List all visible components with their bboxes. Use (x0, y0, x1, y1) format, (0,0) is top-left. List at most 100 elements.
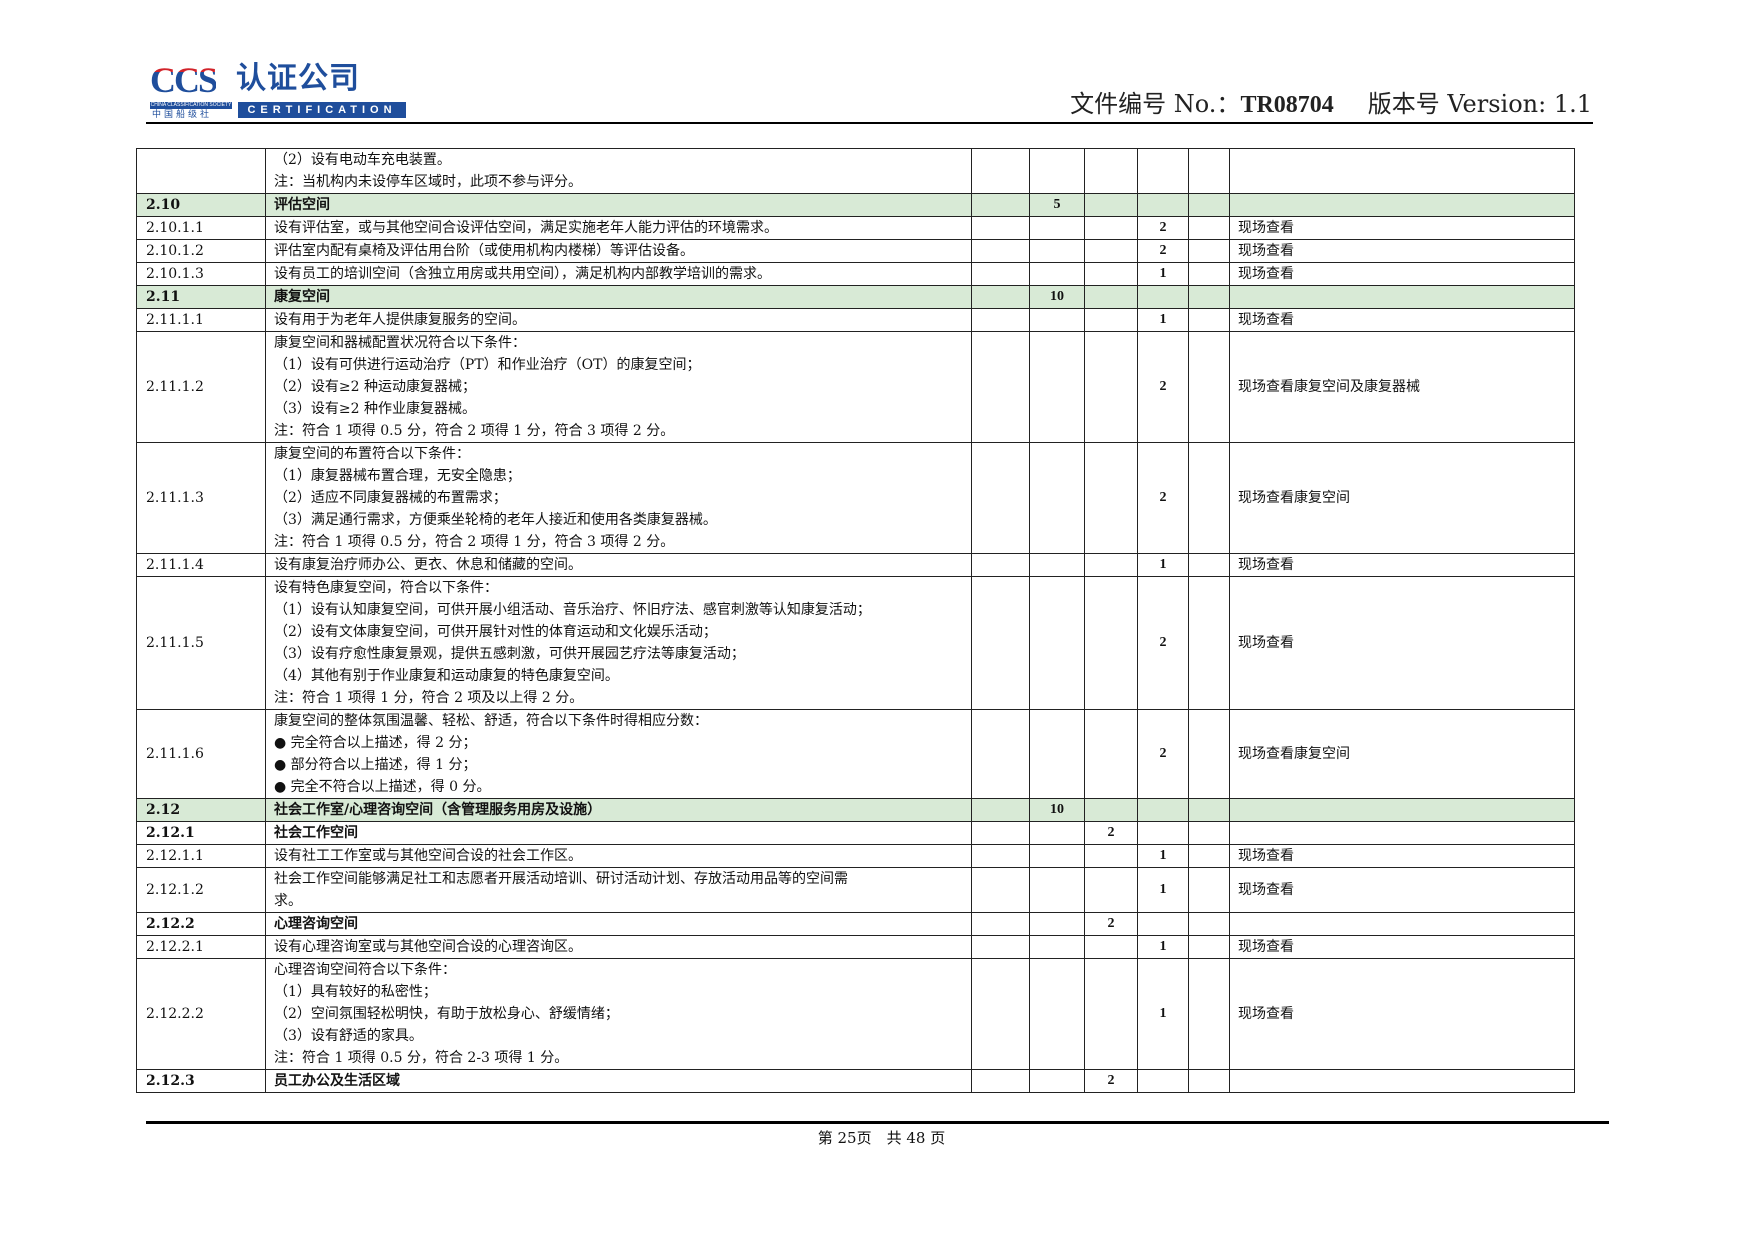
item-content: 康复空间 (265, 285, 972, 309)
table-row: 2.11.1.4 设有康复治疗师办公、更衣、休息和储藏的空间。 1 现场查看 (136, 553, 1575, 577)
item-score: 1 (1137, 844, 1189, 868)
page-number: 第 25页 共 48 页 (817, 1129, 946, 1147)
content-line: （1）设有认知康复空间，可供开展小组活动、音乐治疗、怀旧疗法、感官刺激等认知康复… (274, 602, 871, 618)
content-line: 注：符合 1 项得 0.5 分，符合 2 项得 1 分，符合 3 项得 2 分。 (274, 534, 675, 550)
item-content: 员工办公及生活区域 (265, 1069, 972, 1093)
section-weight (1029, 844, 1085, 868)
col-g (1188, 148, 1230, 194)
item-id: 2.10 (136, 193, 266, 217)
col-g (1188, 912, 1230, 936)
item-content: 社会工作空间 (265, 821, 972, 845)
item-score: 1 (1137, 867, 1189, 913)
item-score: 2 (1137, 216, 1189, 240)
check-method (1229, 798, 1575, 822)
col-c (971, 867, 1030, 913)
item-content: 设有用于为老年人提供康复服务的空间。 (265, 308, 972, 332)
col-c (971, 148, 1030, 194)
item-content: 社会工作室/心理咨询空间（含管理服务用房及设施） (265, 798, 972, 822)
check-method: 现场查看 (1229, 239, 1575, 263)
item-content: 评估室内配有桌椅及评估用台阶（或使用机构内楼梯）等评估设备。 (265, 239, 972, 263)
content-line: 设有心理咨询室或与其他空间合设的心理咨询区。 (274, 939, 582, 955)
item-content: 设有特色康复空间，符合以下条件： （1）设有认知康复空间，可供开展小组活动、音乐治… (265, 576, 972, 710)
item-score: 2 (1137, 576, 1189, 710)
content-line: （2）设有文体康复空间，可供开展针对性的体育运动和文化娱乐活动； (274, 624, 717, 640)
section-weight (1029, 442, 1085, 554)
item-content: 康复空间的布置符合以下条件： （1）康复器械布置合理，无安全隐患； （2）适应不同康… (265, 442, 972, 554)
subsection-weight (1084, 216, 1138, 240)
item-score (1137, 798, 1189, 822)
table-row: 2.11.1.3 康复空间的布置符合以下条件： （1）康复器械布置合理，无安全隐患；… (136, 442, 1575, 554)
item-content: 设有社工工作室或与其他空间合设的社会工作区。 (265, 844, 972, 868)
doc-no-value: TR08704 (1240, 92, 1334, 118)
section-weight (1029, 1069, 1085, 1093)
item-content: 设有评估室，或与其他空间合设评估空间，满足实施老年人能力评估的环境需求。 (265, 216, 972, 240)
content-line: 评估空间 (274, 197, 330, 213)
document-number: 文件编号 No.：TR08704 版本号 Version: 1.1 (1070, 90, 1592, 119)
content-line: 康复空间的整体氛围温馨、轻松、舒适，符合以下条件时得相应分数： (274, 713, 708, 729)
col-g (1188, 1069, 1230, 1093)
subsection-weight (1084, 308, 1138, 332)
col-c (971, 553, 1030, 577)
section-weight: 10 (1029, 798, 1085, 822)
col-g (1188, 709, 1230, 799)
table-row: 2.12.2.2 心理咨询空间符合以下条件： （1）具有较好的私密性； （2）空间氛围… (136, 958, 1575, 1070)
col-c (971, 709, 1030, 799)
subsection-weight (1084, 844, 1138, 868)
content-line: 康复空间 (274, 289, 330, 305)
item-content: （2）设有电动车充电装置。 注：当机构内未设停车区域时，此项不参与评分。 (265, 148, 972, 194)
table-row: 2.12.3 员工办公及生活区域 2 (136, 1069, 1575, 1093)
check-method: 现场查看康复空间 (1229, 709, 1575, 799)
col-g (1188, 285, 1230, 309)
col-c (971, 262, 1030, 286)
content-line: ● 完全不符合以上描述，得 0 分。 (274, 779, 491, 795)
col-g (1188, 308, 1230, 332)
table-row: 2.12.1 社会工作空间 2 (136, 821, 1575, 845)
item-id: 2.12 (136, 798, 266, 822)
item-content: 社会工作空间能够满足社工和志愿者开展活动培训、研讨活动计划、存放活动用品等的空间… (265, 867, 972, 913)
content-line: （1）康复器械布置合理，无安全隐患； (274, 468, 521, 484)
col-g (1188, 239, 1230, 263)
col-g (1188, 844, 1230, 868)
item-score: 1 (1137, 308, 1189, 332)
section-row: 2.12 社会工作室/心理咨询空间（含管理服务用房及设施） 10 (136, 798, 1575, 822)
subsection-weight: 2 (1084, 912, 1138, 936)
content-line: 心理咨询空间符合以下条件： (274, 962, 456, 978)
section-weight (1029, 262, 1085, 286)
content-line: 注：符合 1 项得 0.5 分，符合 2-3 项得 1 分。 (274, 1050, 569, 1066)
item-score (1137, 1069, 1189, 1093)
col-c (971, 216, 1030, 240)
table-row: 2.11.1.5 设有特色康复空间，符合以下条件： （1）设有认知康复空间，可供开展… (136, 576, 1575, 710)
subsection-weight (1084, 239, 1138, 263)
header-divider (146, 122, 1593, 124)
item-score: 1 (1137, 262, 1189, 286)
table-row: 2.10.1.1 设有评估室，或与其他空间合设评估空间，满足实施老年人能力评估的环… (136, 216, 1575, 240)
check-method: 现场查看康复空间及康复器械 (1229, 331, 1575, 443)
item-score: 2 (1137, 239, 1189, 263)
subsection-weight (1084, 442, 1138, 554)
company-logo: CCS 认证公司 CHINA CLASSIFICATION SOCIETY 中国… (150, 62, 406, 122)
section-weight (1029, 958, 1085, 1070)
content-line: （2）空间氛围轻松明快，有助于放松身心、舒缓情绪； (274, 1006, 619, 1022)
item-id: 2.10.1.2 (136, 239, 266, 263)
item-id: 2.11.1.2 (136, 331, 266, 443)
item-id: 2.12.1.1 (136, 844, 266, 868)
content-line: 求。 (274, 893, 302, 909)
subsection-weight (1084, 193, 1138, 217)
item-id: 2.11.1.3 (136, 442, 266, 554)
section-weight (1029, 867, 1085, 913)
col-c (971, 285, 1030, 309)
col-g (1188, 935, 1230, 959)
item-id: 2.11.1.5 (136, 576, 266, 710)
check-method: 现场查看 (1229, 308, 1575, 332)
item-id: 2.11.1.4 (136, 553, 266, 577)
col-c (971, 821, 1030, 845)
col-g (1188, 798, 1230, 822)
section-row: 2.11 康复空间 10 (136, 285, 1575, 309)
col-c (971, 576, 1030, 710)
scoring-table: （2）设有电动车充电装置。 注：当机构内未设停车区域时，此项不参与评分。 2.10 评… (136, 148, 1575, 1093)
content-line: 设有用于为老年人提供康复服务的空间。 (274, 312, 526, 328)
section-weight (1029, 216, 1085, 240)
section-weight (1029, 553, 1085, 577)
table-row: 2.11.1.1 设有用于为老年人提供康复服务的空间。 1 现场查看 (136, 308, 1575, 332)
subsection-weight (1084, 709, 1138, 799)
